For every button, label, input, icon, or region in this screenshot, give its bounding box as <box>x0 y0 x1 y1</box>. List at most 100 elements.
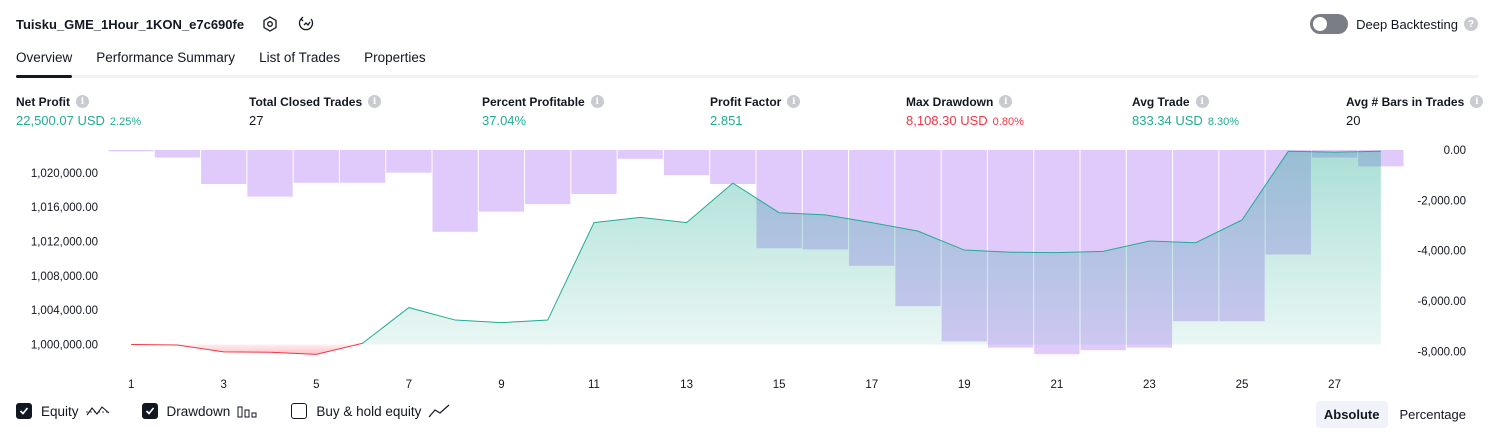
left-axis-tick-label: 1,008,000.00 <box>31 271 98 283</box>
deep-backtesting-toggle[interactable] <box>1310 14 1349 34</box>
tab-bar: Overview Performance Summary List of Tra… <box>16 48 1478 78</box>
x-axis-tick-label: 5 <box>313 379 319 391</box>
drawdown-bar <box>154 150 201 158</box>
tab-list-of-trades[interactable]: List of Trades <box>259 50 341 65</box>
settings-icon[interactable] <box>260 14 280 34</box>
x-axis-tick-label: 27 <box>1328 379 1341 391</box>
info-icon[interactable]: i <box>1470 95 1484 108</box>
metric-value: 37.04% <box>482 113 527 128</box>
metric-label: Avg # Bars in Trades <box>1346 94 1465 109</box>
metric-value: 27 <box>249 113 264 128</box>
right-axis-tick-label: -2,000.00 <box>1417 195 1466 207</box>
drawdown-bar <box>432 150 478 232</box>
percentage-button[interactable]: Percentage <box>1399 407 1467 422</box>
drawdown-bar <box>108 150 154 152</box>
drawdown-bar <box>339 150 386 183</box>
metric-avg-trade: Avg Trade i 833.34 USD 8.30% <box>1132 94 1240 129</box>
left-axis-tick-label: 1,020,000.00 <box>31 168 98 180</box>
x-axis-tick-label: 1 <box>128 379 134 391</box>
x-axis-tick-label: 25 <box>1236 379 1249 391</box>
drawdown-bar <box>617 150 663 159</box>
left-axis-tick-label: 1,004,000.00 <box>31 305 98 317</box>
metric-label: Profit Factor <box>710 94 782 109</box>
tab-performance-summary[interactable]: Performance Summary <box>96 50 236 65</box>
legend-drawdown-label: Drawdown <box>166 403 231 419</box>
tab-overview[interactable]: Overview <box>16 48 73 78</box>
metric-max-drawdown: Max Drawdown i 8,108.30 USD 0.80% <box>906 94 1024 129</box>
metric-label: Percent Profitable <box>482 94 585 109</box>
metric-avg-bars-in-trades: Avg # Bars in Trades i 20 <box>1346 94 1484 128</box>
x-axis-tick-label: 3 <box>221 379 227 391</box>
info-icon[interactable]: i <box>76 95 89 108</box>
metric-label: Net Profit <box>16 94 70 109</box>
equity-loss-line <box>131 342 363 355</box>
x-axis-tick-label: 9 <box>498 379 504 391</box>
drawdown-checkbox[interactable] <box>141 403 158 419</box>
equity-line-icon <box>85 404 110 418</box>
buy-hold-checkbox[interactable] <box>291 403 308 419</box>
left-axis-tick-label: 1,012,000.00 <box>31 236 98 248</box>
metric-percent: 0.80% <box>992 116 1024 128</box>
right-axis: 0.00 -2,000.00 -4,000.00 -6,000.00 -8,000.00 <box>1417 145 1466 358</box>
deep-backtesting: Deep Backtesting ? <box>1310 12 1478 36</box>
equity-loss-area <box>131 343 363 355</box>
metric-total-closed-trades: Total Closed Trades i 27 <box>249 94 382 128</box>
legend-drawdown[interactable]: Drawdown <box>141 403 260 419</box>
metric-percent: 8.30% <box>1207 116 1240 128</box>
metric-profit-factor: Profit Factor i 2.851 <box>710 94 801 128</box>
info-icon[interactable]: i <box>368 95 382 108</box>
x-axis-tick-label: 21 <box>1050 379 1063 391</box>
chart-mode-switch: Absolute Percentage <box>1312 401 1474 428</box>
source-code-icon[interactable] <box>296 14 316 34</box>
info-icon[interactable]: i <box>1195 95 1209 108</box>
legend-buy-hold-label: Buy & hold equity <box>316 403 422 419</box>
metric-net-profit: Net Profit i 22,500.07 USD 2.25% <box>16 94 142 129</box>
drawdown-bar <box>663 150 710 176</box>
info-icon[interactable]: i <box>787 95 801 108</box>
metric-label: Total Closed Trades <box>249 94 363 109</box>
equity-area <box>131 150 1381 355</box>
drawdown-bar <box>293 150 339 183</box>
equity-line <box>362 150 1381 344</box>
info-icon[interactable]: i <box>999 95 1013 108</box>
metric-percent: 2.25% <box>109 116 142 128</box>
chart-legend: Equity Drawdown Buy & hold equity <box>16 403 482 419</box>
metric-percent-profitable: Percent Profitable i 37.04% <box>482 94 604 128</box>
x-axis: 1 3 5 7 9 11 13 15 17 19 21 23 25 27 <box>128 379 1341 391</box>
drawdown-bar <box>525 150 571 205</box>
buy-hold-line-icon <box>428 404 450 418</box>
left-axis: 1,000,000.00 1,004,000.00 1,008,000.00 1,01… <box>31 168 98 352</box>
metric-label: Max Drawdown <box>906 94 994 109</box>
metric-value: 833.34 USD <box>1132 113 1203 128</box>
strategy-name: Tuisku_GME_1Hour_1KON_e7c690fe <box>16 16 245 32</box>
drawdown-bar <box>201 150 247 184</box>
x-axis-tick-label: 23 <box>1143 379 1156 391</box>
metric-value: 22,500.07 USD <box>16 113 105 128</box>
metric-value: 2.851 <box>710 113 743 128</box>
drawdown-bar <box>710 150 756 184</box>
metric-value: 20 <box>1346 113 1361 128</box>
left-axis-tick-label: 1,016,000.00 <box>31 202 98 214</box>
x-axis-tick-label: 13 <box>680 379 693 391</box>
legend-buy-hold[interactable]: Buy & hold equity <box>291 403 450 419</box>
x-axis-tick-label: 15 <box>773 379 786 391</box>
metric-value: 8,108.30 USD <box>906 113 988 128</box>
x-axis-tick-label: 19 <box>958 379 971 391</box>
drawdown-bar <box>478 150 525 212</box>
equity-drawdown-chart: 1,000,000.00 1,004,000.00 1,008,000.00 1,01… <box>31 145 1466 391</box>
right-axis-tick-label: -6,000.00 <box>1417 296 1466 308</box>
tab-properties[interactable]: Properties <box>364 50 426 65</box>
equity-checkbox[interactable] <box>16 403 32 419</box>
legend-equity[interactable]: Equity <box>16 403 110 419</box>
info-icon[interactable]: i <box>590 95 604 108</box>
legend-equity-label: Equity <box>41 403 79 419</box>
strategy-header: Tuisku_GME_1Hour_1KON_e7c690fe <box>16 10 316 38</box>
left-axis-tick-label: 1,000,000.00 <box>31 340 98 352</box>
right-axis-tick-label: 0.00 <box>1444 145 1466 157</box>
help-icon[interactable]: ? <box>1464 17 1478 31</box>
right-axis-tick-label: -4,000.00 <box>1417 246 1466 258</box>
absolute-button[interactable]: Absolute <box>1315 401 1388 428</box>
equity-gain-area <box>362 151 1381 345</box>
drawdown-bar <box>247 150 293 197</box>
x-axis-tick-label: 17 <box>865 379 878 391</box>
